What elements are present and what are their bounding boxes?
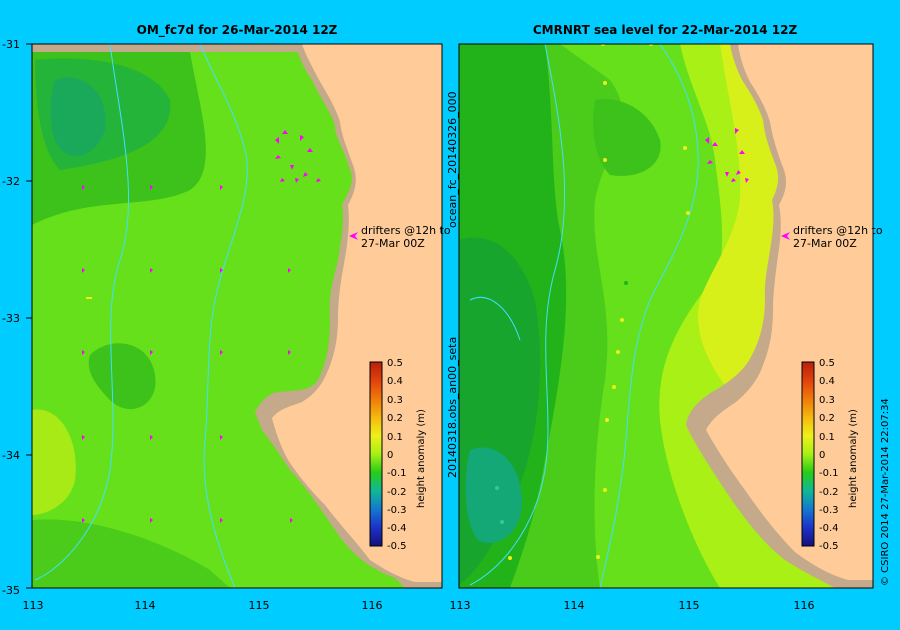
right-isobath-3 [469, 296, 521, 341]
y-tick-label: -31 [2, 38, 20, 51]
right-drifter-note-line2: 27-Mar 00Z [793, 237, 857, 250]
colorbar-tick: -0.3 [819, 505, 839, 516]
x-tick-label: 114 [564, 599, 585, 612]
colorbar-tick: -0.1 [387, 468, 407, 479]
right-isobath-1 [599, 44, 699, 588]
colorbar-tick: 0.1 [819, 432, 835, 443]
left-map-title: OM_fc7d for 26-Mar-2014 12Z [137, 23, 338, 38]
left-sea-yellow-sw [32, 409, 76, 515]
right-sea-darker-ne [593, 99, 661, 176]
colorbar-tick: -0.4 [387, 523, 407, 534]
right-map-title: CMRNRT sea level for 22-Mar-2014 12Z [533, 23, 798, 37]
x-tick-label: 116 [362, 599, 383, 612]
left-drifter-legend-arrow [349, 232, 358, 240]
x-tick-label: 113 [23, 599, 44, 612]
colorbar-tick: -0.2 [387, 487, 407, 498]
y-axis-ticks: -31 -32 -33 -34 -35 [2, 38, 32, 597]
right-drifter-legend-arrow [781, 232, 790, 240]
colorbar-tick: -0.2 [819, 487, 839, 498]
left-drifter-arrows [82, 130, 321, 523]
colorbar-tick: -0.3 [387, 505, 407, 516]
x-tick-label: 114 [135, 599, 156, 612]
colorbar-tick: -0.5 [387, 541, 407, 552]
right-isobath-2 [469, 44, 566, 586]
left-isobath-2 [34, 44, 130, 581]
right-land [706, 44, 873, 580]
colorbar-tick: 0.5 [819, 358, 835, 369]
right-map-panel: drifters @12h to 27-Mar 00Z CMRNRT sea l… [446, 23, 883, 589]
left-yellow-marker [86, 297, 92, 299]
right-drifter-note-line1: drifters @12h to [793, 224, 883, 237]
colorbar-tick: 0.2 [387, 413, 403, 424]
copyright-credit: © CSIRO 2014 27-Mar-2014 22:07:34 [880, 398, 891, 586]
x-axis-ticks-left: 113 114 115 116 [23, 599, 383, 612]
left-sea-darker-s [32, 519, 230, 588]
colorbar-tick: -0.5 [819, 541, 839, 552]
left-colorbar-label: height anomaly (m) [416, 409, 427, 508]
colorbar-tick: 0.1 [387, 432, 403, 443]
left-drifter-note-line1: drifters @12h to [361, 224, 451, 237]
right-colorbar: 0.5 0.4 0.3 0.2 0.1 0 -0.1 -0.2 -0.3 -0.… [801, 358, 859, 552]
colorbar-tick: -0.4 [819, 523, 839, 534]
colorbar-tick: 0.3 [387, 395, 403, 406]
x-tick-label: 115 [249, 599, 270, 612]
left-colorbar: 0.5 0.4 0.3 0.2 0.1 0 -0.1 -0.2 -0.3 -0.… [369, 358, 427, 552]
right-colorbar-label: height anomaly (m) [848, 409, 859, 508]
colorbar-tick: 0 [387, 450, 393, 461]
colorbar-tick: 0.2 [819, 413, 835, 424]
y-tick-label: -33 [2, 312, 20, 325]
right-eddy-sw [465, 447, 523, 544]
colorbar-tick: 0.4 [387, 376, 403, 387]
left-map-border [31, 43, 443, 589]
x-tick-label: 115 [679, 599, 700, 612]
left-sea-darker-mid [88, 343, 156, 410]
right-map-border [458, 43, 874, 589]
x-tick-label: 116 [794, 599, 815, 612]
left-isobath-1 [199, 44, 248, 588]
colorbar-tick: 0.5 [387, 358, 403, 369]
right-side-label-top: ocean_fc_20140326_000 [446, 91, 459, 228]
y-tick-label: -35 [2, 584, 20, 597]
y-tick-label: -32 [2, 175, 20, 188]
x-tick-label: 113 [450, 599, 471, 612]
colorbar-tick: -0.1 [819, 468, 839, 479]
colorbar-tick: 0 [819, 450, 825, 461]
right-colorbar-gradient [801, 361, 815, 547]
left-colorbar-gradient [369, 361, 383, 547]
left-drifter-note-line2: 27-Mar 00Z [361, 237, 425, 250]
y-tick-label: -34 [2, 449, 20, 462]
left-map-panel: drifters @12h to 27-Mar 00Z OM_fc7d for … [31, 23, 451, 589]
left-land [272, 44, 442, 582]
x-axis-ticks-right: 113 114 115 116 [450, 599, 815, 612]
colorbar-tick: 0.3 [819, 395, 835, 406]
colorbar-tick: 0.4 [819, 376, 835, 387]
right-side-label-bottom: 20140318.obs_an00_seta [446, 337, 459, 478]
left-eddy-inner [50, 77, 106, 157]
right-drifter-arrows [705, 128, 749, 183]
